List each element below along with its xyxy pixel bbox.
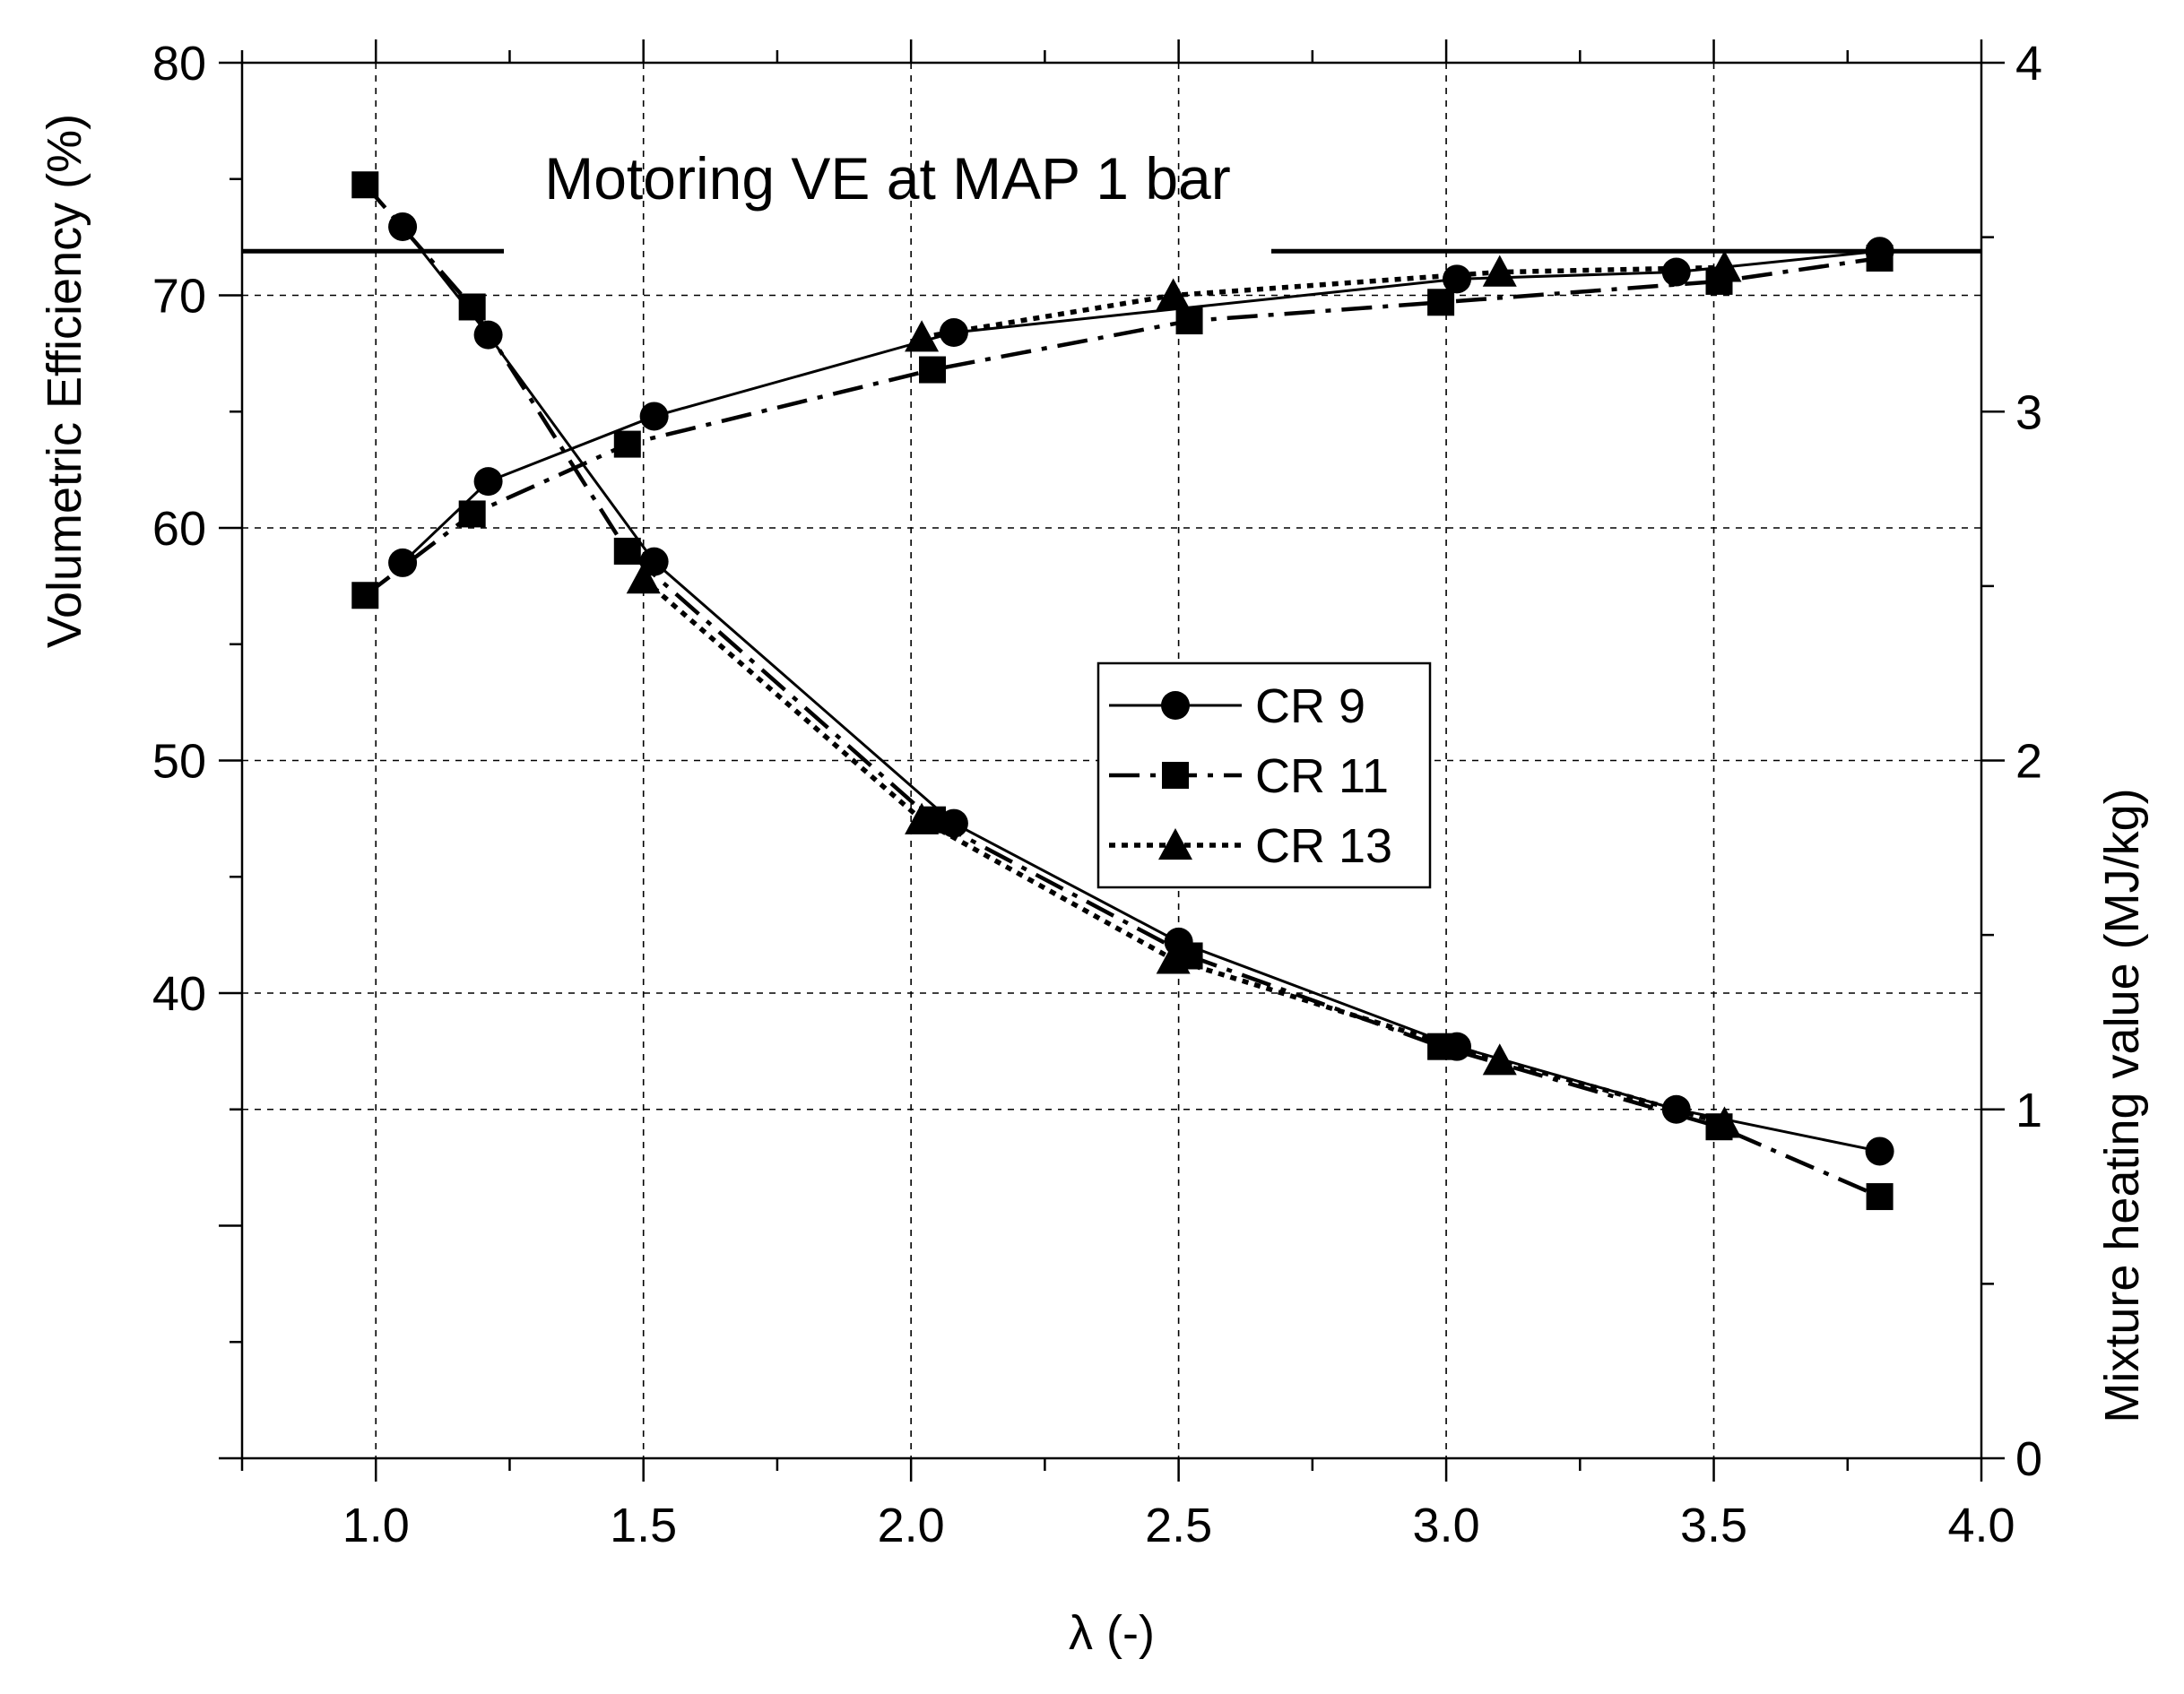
y-right-tick-label: 1 [2015, 1084, 2042, 1137]
ve-point-cr-11 [613, 430, 641, 458]
legend-label-cr-9: CR 9 [1255, 679, 1365, 733]
ve-point-cr-13 [1707, 250, 1742, 282]
y-left-tick-label: 80 [152, 37, 206, 91]
series-cr-11 [351, 171, 1894, 1211]
ve-point-cr-11 [1175, 307, 1203, 335]
ve-point-cr-13 [905, 320, 940, 352]
x-tick-label: 2.0 [878, 1499, 945, 1552]
grid [242, 63, 1981, 1458]
ve-line-cr-11 [363, 255, 1880, 598]
legend-marker-cr-9 [1161, 691, 1190, 720]
legend-items: CR 9 CR 11 CR 13 [1109, 679, 1392, 873]
ve-point-cr-11 [1427, 289, 1455, 316]
y-right-tick-label: 0 [2015, 1432, 2042, 1486]
x-tick-label: 3.0 [1413, 1499, 1480, 1552]
ve-point-cr-9 [1443, 264, 1472, 294]
x-tick-label: 1.0 [342, 1499, 410, 1552]
hv-point-cr-9 [939, 808, 968, 838]
ve-point-cr-13 [1482, 255, 1517, 287]
y-left-tick-label: 40 [152, 967, 206, 1021]
x-tick-label: 4.0 [1947, 1499, 2015, 1552]
y-axis-left-title: Volumetric Efficiency (%) [38, 114, 91, 648]
legend-marker-cr-11 [1162, 762, 1189, 789]
series-layer [351, 171, 1894, 1211]
y-right-tick-label: 4 [2015, 37, 2042, 91]
hv-point-cr-11 [613, 537, 641, 565]
legend-item-cr-9: CR 9 [1109, 679, 1365, 733]
legend: CR 9 CR 11 CR 13 [1096, 661, 1432, 889]
legend-label-cr-13: CR 13 [1255, 819, 1392, 873]
hv-point-cr-13 [905, 802, 940, 834]
hv-point-cr-13 [1707, 1106, 1742, 1138]
x-axis-title: λ (-) [1069, 1606, 1155, 1660]
ve-point-cr-13 [1156, 278, 1191, 310]
hv-point-cr-13 [1156, 942, 1191, 974]
annotation-group: Motoring VE at MAP 1 bar [242, 145, 1981, 254]
ve-point-cr-9 [639, 402, 669, 431]
ve-point-cr-11 [351, 582, 379, 609]
x-tick-label: 1.5 [610, 1499, 677, 1552]
hv-point-cr-11 [351, 171, 379, 199]
y-right-tick-label: 2 [2015, 735, 2042, 789]
y-axis-right-title: Mixture heating value (MJ/kg) [2095, 788, 2149, 1422]
motoring-ve-label: Motoring VE at MAP 1 bar [544, 145, 1230, 212]
hv-point-cr-13 [626, 562, 661, 594]
legend-label-cr-11: CR 11 [1255, 749, 1389, 803]
hv-point-cr-11 [458, 293, 486, 321]
ve-line-cr-9 [402, 249, 1880, 565]
legend-marker-cr-13 [1158, 828, 1192, 860]
y-right-tick-label: 3 [2015, 385, 2042, 439]
ve-point-cr-9 [473, 467, 503, 497]
ve-point-cr-9 [1661, 257, 1691, 287]
hv-point-cr-9 [1865, 1137, 1894, 1166]
ve-point-cr-11 [1866, 244, 1894, 272]
ve-point-cr-9 [939, 318, 968, 348]
hv-line-cr-11 [363, 183, 1881, 1199]
hv-point-cr-13 [1482, 1043, 1517, 1076]
legend-item-cr-13: CR 13 [1109, 819, 1392, 873]
legend-item-cr-11: CR 11 [1109, 749, 1389, 803]
ve-point-cr-11 [458, 500, 486, 528]
series-cr-13 [626, 250, 1742, 1138]
ticks: 1.0 1.5 2.0 2.5 3.0 3.5 4.0 40 50 60 70 80 0 1 2 3 4 [152, 37, 2042, 1552]
ve-point-cr-11 [919, 356, 947, 384]
ve-point-cr-9 [388, 548, 418, 577]
ve-line-cr-13 [921, 264, 1725, 340]
hv-point-cr-11 [1866, 1183, 1894, 1211]
x-tick-label: 3.5 [1680, 1499, 1747, 1552]
y-left-tick-label: 70 [152, 270, 206, 324]
y-left-tick-label: 50 [152, 735, 206, 789]
x-tick-label: 2.5 [1145, 1499, 1212, 1552]
y-left-tick-label: 60 [152, 502, 206, 556]
